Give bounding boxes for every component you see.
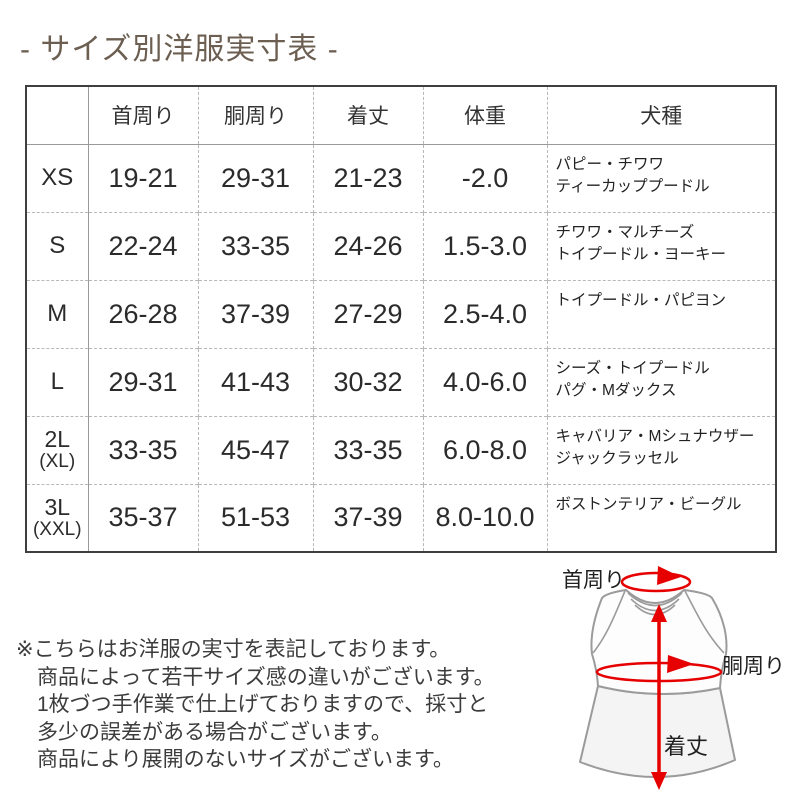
size-label-sub: (XL) [39, 451, 76, 473]
girth-value: 33-35 [197, 211, 313, 280]
breed-value: チワワ・マルチーズ トイプードル・ヨーキー [546, 211, 776, 280]
neck-measure-arrowhead [657, 566, 681, 585]
size-label-main: 3L [44, 493, 71, 520]
weight-value: 6.0-8.0 [422, 415, 547, 484]
neck-value: 29-31 [87, 347, 198, 416]
diagram-girth-label: 胴周り [722, 655, 785, 678]
armhole-right [684, 590, 725, 654]
diagram-length-label: 着丈 [664, 734, 709, 759]
size-chart-table: 首周り 胴周り 着丈 体重 犬種 XS 19-21 29-31 21-23 -2… [25, 85, 777, 553]
size-label-sub: (XXL) [32, 518, 82, 540]
neck-value: 33-35 [87, 415, 198, 484]
note-line: 商品によって若干サイズ感の違いがございます。 [37, 665, 495, 689]
note-line: 多少の誤差がある場合がございます。 [37, 720, 392, 744]
header-weight: 体重 [422, 86, 547, 145]
neck-value: 22-24 [87, 211, 198, 280]
table-row-m: M 26-28 37-39 27-29 2.5-4.0 トイプードル・パピヨン [26, 279, 776, 348]
table-row-3l: 3L (XXL) 35-37 51-53 37-39 8.0-10.0 ボストン… [26, 483, 776, 552]
size-label-s: S [26, 211, 89, 280]
breed-value: ボストンテリア・ビーグル [546, 483, 776, 552]
length-value: 33-35 [312, 415, 423, 484]
length-arrowhead-up [651, 604, 667, 622]
weight-value: 4.0-6.0 [422, 347, 547, 416]
size-label-xs: XS [26, 143, 89, 212]
size-label-main: 2L [44, 425, 71, 452]
garment-measurement-diagram: 首周り 胴周り 着丈 [540, 560, 800, 800]
weight-value: 1.5-3.0 [422, 211, 547, 280]
size-label-m: M [26, 279, 89, 348]
page-title: - サイズ別洋服実寸表 - [20, 33, 339, 66]
girth-value: 45-47 [197, 415, 313, 484]
note-line: 商品により展開のないサイズがございます。 [37, 748, 454, 771]
garment-illustration [579, 566, 736, 790]
size-label-l: L [26, 347, 89, 416]
header-neck: 首周り [87, 86, 198, 145]
length-value: 27-29 [312, 279, 423, 348]
neck-value: 19-21 [87, 143, 198, 212]
length-value: 21-23 [312, 143, 423, 212]
girth-value: 51-53 [197, 483, 313, 552]
table-row-xs: XS 19-21 29-31 21-23 -2.0 パピー・チワワ ティーカップ… [26, 143, 776, 212]
table-row-l: L 29-31 41-43 30-32 4.0-6.0 シーズ・トイプードル パ… [26, 347, 776, 416]
breed-value: パピー・チワワ ティーカッププードル [546, 143, 776, 212]
table-row-s: S 22-24 33-35 24-26 1.5-3.0 チワワ・マルチーズ トイ… [26, 211, 776, 280]
note-line: 1枚づつ手作業で仕上げておりますので、採寸と [37, 693, 489, 716]
length-arrowhead-down [651, 772, 667, 790]
armhole-left [592, 590, 626, 654]
collar-line [627, 592, 683, 607]
table-header-row: 首周り 胴周り 着丈 体重 犬種 [26, 86, 776, 145]
length-value: 37-39 [312, 483, 423, 552]
girth-measure-arrowhead [667, 655, 694, 673]
neck-value: 26-28 [87, 279, 198, 348]
size-label-3l: 3L (XXL) [26, 483, 89, 552]
header-girth: 胴周り [197, 86, 313, 145]
neck-value: 35-37 [87, 483, 198, 552]
length-value: 24-26 [312, 211, 423, 280]
weight-value: 2.5-4.0 [422, 279, 547, 348]
table-row-2l: 2L (XL) 33-35 45-47 33-35 6.0-8.0 キャバリア・… [26, 415, 776, 484]
size-label-2l: 2L (XL) [26, 415, 89, 484]
girth-value: 37-39 [197, 279, 313, 348]
breed-value: キャバリア・Mシュナウザー ジャックラッセル [546, 415, 776, 484]
length-value: 30-32 [312, 347, 423, 416]
girth-value: 41-43 [197, 347, 313, 416]
header-length: 着丈 [312, 86, 423, 145]
diagram-neck-label: 首周り [562, 569, 625, 592]
header-breed: 犬種 [546, 86, 776, 145]
girth-value: 29-31 [197, 143, 313, 212]
breed-value: トイプードル・パピヨン [546, 279, 776, 348]
weight-value: -2.0 [422, 143, 547, 212]
header-corner-cell [26, 86, 89, 145]
footnotes: ※こちらはお洋服の実寸を表記しております。 商品によって若干サイズ感の違いがござ… [16, 636, 561, 774]
note-line: ※こちらはお洋服の実寸を表記しております。 [16, 638, 451, 661]
collar-line [630, 598, 680, 612]
weight-value: 8.0-10.0 [422, 483, 547, 552]
breed-value: シーズ・トイプードル パグ・Mダックス [546, 347, 776, 416]
neck-measure-ellipse [620, 571, 692, 593]
